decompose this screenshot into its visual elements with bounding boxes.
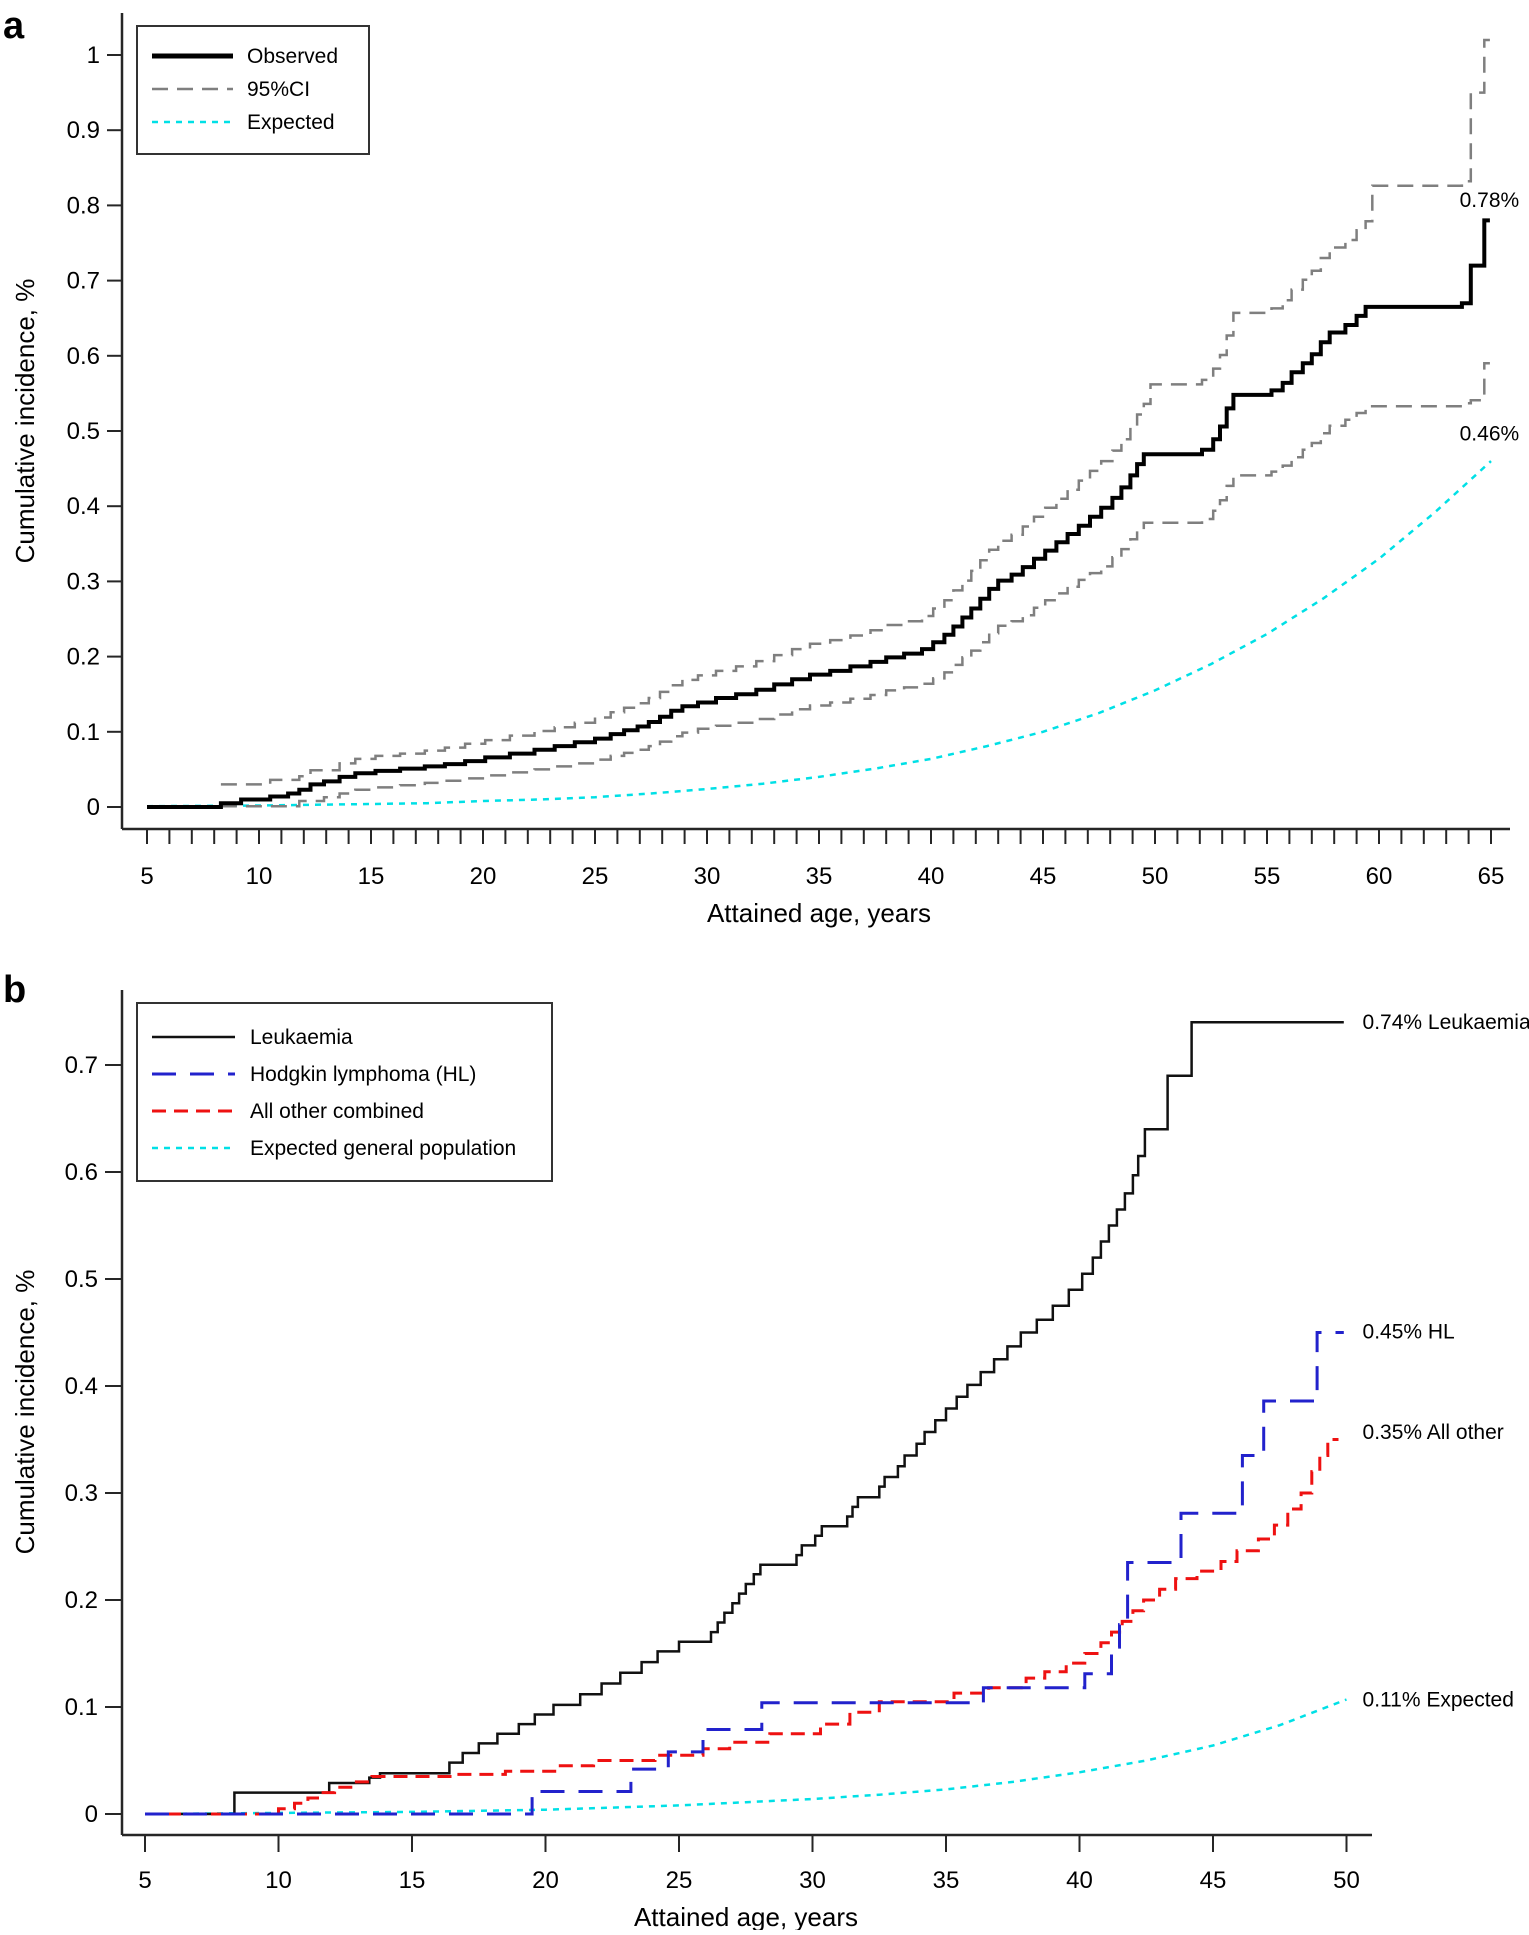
panel-b-legend-label-hl: Hodgkin lymphoma (HL) [250,1063,476,1086]
panel-a-x-tick-label: 30 [694,863,721,890]
panel-a-y-tick-label: 0.1 [67,719,100,746]
panel-a-x-tick-label: 15 [358,863,385,890]
panel-a-x-tick-label: 45 [1030,863,1057,890]
panel-b-series-hl-curve [145,1331,1344,1816]
panel-b-annotation-3: 0.11% Expected [1363,1689,1514,1712]
panel-a-series-ci-upper-curve [220,38,1490,786]
panel-b-annotation-0: 0.74% Leukaemia [1363,1011,1529,1034]
panel-b-legend-label-leukaemia: Leukaemia [250,1026,353,1049]
panel-b-x-tick-label: 25 [666,1867,693,1894]
panel-b-y-tick-label: 0.3 [65,1480,98,1507]
panel-letter-b: b [3,969,26,1011]
panel-b-legend-label-all-other: All other combined [250,1100,424,1123]
panel-b-y-tick-label: 0.2 [65,1587,98,1614]
panel-a-legend-box [136,25,370,155]
panel-letter-a: a [3,5,25,47]
panel-a-y-tick-label: 0.4 [67,493,100,520]
panel-b-legend-box [136,1002,553,1182]
panel-a-x-tick-label: 10 [246,863,273,890]
panel-a-x-tick-label: 60 [1366,863,1393,890]
panel-b-x-tick-label: 20 [532,1867,559,1894]
panel-b-x-tick-label: 40 [1066,1867,1093,1894]
panel-a-annotation-1: 0.46% [1460,422,1520,445]
panel-b-series-expected-curve [144,1698,1347,1816]
panel-a-x-tick-label: 5 [140,863,153,890]
panel-b-x-tick-label: 15 [399,1867,426,1894]
panel-a-x-tick-label: 55 [1254,863,1281,890]
panel-a-y-tick-label: 0.2 [67,644,100,671]
panel-a-legend-label-observed: Observed [247,45,338,68]
panel-b-y-tick-label: 0.5 [65,1266,98,1293]
panel-a-series-ci-lower-curve [220,362,1490,808]
panel-b-y-axis-title: Cumulative incidence, % [10,1270,40,1555]
panel-a-y-tick-label: 0.3 [67,568,100,595]
panel-b-x-tick-label: 30 [799,1867,826,1894]
panel-a-legend-label-expected: Expected [247,111,335,134]
panel-a-y-tick-label: 0.8 [67,192,100,219]
panel-a-legend-label-ci-upper: 95%CI [247,78,310,101]
panel-a-series-observed-curve [147,218,1490,809]
panel-b-y-tick-label: 0.6 [65,1159,98,1186]
panel-b-series-leukaemia-curve [145,1020,1344,1816]
panel-b-x-tick-label: 5 [138,1867,151,1894]
panel-a-x-tick-label: 20 [470,863,497,890]
panel-b-y-tick-label: 0 [85,1801,98,1828]
panel-b-x-tick-label: 35 [933,1867,960,1894]
panel-a-y-axis-title: Cumulative incidence, % [10,279,40,564]
panel-b-series-all-other-curve [145,1438,1339,1816]
panel-b-x-tick-label: 10 [265,1867,292,1894]
panel-b-y-tick-label: 0.1 [65,1694,98,1721]
panel-b-x-tick-label: 45 [1200,1867,1227,1894]
panel-b-annotation-1: 0.45% HL [1363,1320,1455,1343]
panel-a-y-tick-label: 0.9 [67,117,100,144]
panel-a-x-tick-label: 40 [918,863,945,890]
panel-b-y-tick-label: 0.7 [65,1052,98,1079]
panel-a-y-tick-label: 0.7 [67,268,100,295]
panel-a-x-axis-title: Attained age, years [707,898,931,928]
panel-b-legend-label-expected: Expected general population [250,1137,516,1160]
panel-b-x-axis-title: Attained age, years [634,1902,858,1930]
panel-a-x-tick-label: 25 [582,863,609,890]
panel-a-y-tick-label: 0.5 [67,418,100,445]
panel-a-x-tick-label: 65 [1478,863,1505,890]
panel-a-x-tick-label: 35 [806,863,833,890]
panel-a-y-tick-label: 0.6 [67,343,100,370]
panel-b-y-tick-label: 0.4 [65,1373,98,1400]
panel-a-y-tick-label: 0 [87,794,100,821]
panel-b-annotation-2: 0.35% All other [1363,1421,1504,1444]
panel-a-series-expected-curve [146,460,1492,808]
panel-a-annotation-0: 0.78% [1460,189,1520,212]
panel-b-x-tick-label: 50 [1333,1867,1360,1894]
panel-a-x-tick-label: 50 [1142,863,1169,890]
panel-a-y-tick-label: 1 [87,42,100,69]
